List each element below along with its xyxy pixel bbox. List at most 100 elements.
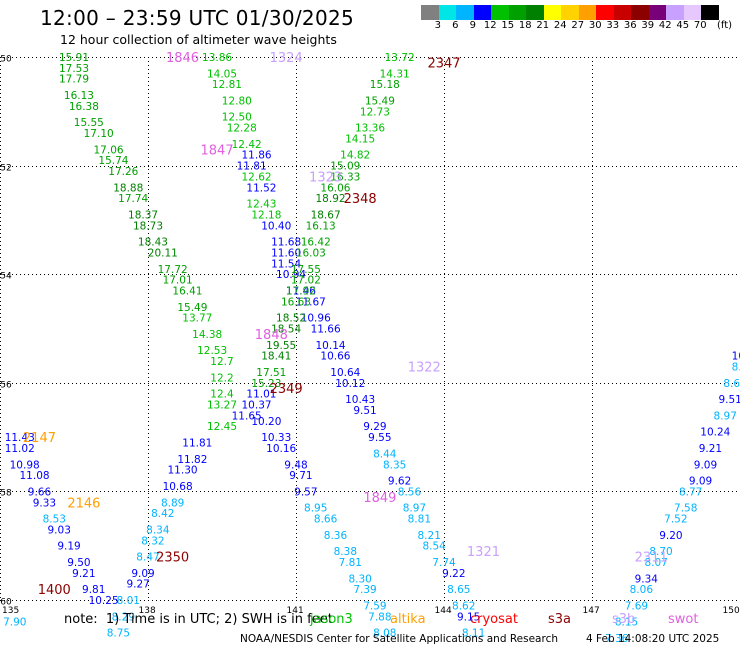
color-swatch (631, 5, 649, 20)
wave-height-value: 15.55 (74, 117, 104, 129)
wave-height-value: 14.15 (345, 133, 375, 145)
wave-height-value: 11.02 (5, 443, 35, 455)
wave-height-value: 8.44 (373, 448, 397, 460)
color-scale-label: 12 (483, 20, 497, 31)
wave-height-value: 12.43 (246, 199, 276, 211)
wave-height-value: 9.71 (289, 470, 312, 482)
wave-height-value: 18.92 (316, 193, 346, 205)
wave-height-value: 9.66 (28, 486, 52, 498)
wave-height-value: 10.37 (242, 400, 272, 412)
pass-label: 1400 (38, 583, 71, 598)
wave-height-value: 12.42 (232, 139, 262, 151)
wave-height-value: 7.81 (339, 557, 362, 569)
wave-height-value: 18.88 (113, 182, 143, 194)
pass-label: 1324 (270, 51, 303, 66)
color-swatch (473, 5, 491, 20)
color-swatch (543, 5, 561, 20)
wave-height-value: 15.09 (330, 161, 360, 173)
color-scale-label: 9 (469, 20, 476, 31)
color-scale-bar (421, 5, 719, 20)
wave-height-value: 17.53 (59, 63, 89, 75)
pass-label: 1849 (363, 491, 396, 506)
wave-height-value: 17.74 (118, 193, 148, 205)
wave-height-value: 8.7 (732, 362, 740, 374)
wave-height-value: 10.64 (330, 367, 360, 379)
wave-height-value: 11.01 (246, 389, 276, 401)
wave-height-value: 8.34 (146, 524, 170, 536)
generated-timestamp: 4 Feb 14:08:20 UTC 2025 (586, 633, 720, 645)
color-scale-label: 21 (536, 20, 550, 31)
wave-height-value: 10.66 (320, 351, 350, 363)
satellite-legend-swot: swot (668, 612, 699, 627)
pass-label: 1846 (166, 51, 199, 66)
wave-height-value: 18.43 (138, 237, 168, 249)
wave-height-value: 10.96 (301, 313, 331, 325)
wave-height-value: 8.21 (418, 530, 441, 542)
wave-height-value: 11.30 (168, 465, 198, 477)
color-scale-label: 6 (452, 20, 459, 31)
color-swatch (421, 5, 439, 20)
wave-height-value: 12.4 (210, 389, 234, 401)
wave-height-value: 14.31 (380, 68, 410, 80)
color-scale-label: 42 (658, 20, 672, 31)
color-swatch (438, 5, 456, 20)
wave-height-value: 9.20 (659, 530, 682, 542)
chart-subtitle: 12 hour collection of altimeter wave hei… (60, 32, 337, 47)
wave-height-value: 8.61 (723, 378, 740, 390)
x-tick-label: 138 (139, 606, 156, 616)
color-swatch (701, 5, 719, 20)
wave-height-value: 11.60 (271, 247, 301, 259)
wave-height-value: 10.33 (261, 432, 291, 444)
wave-height-value: 9.33 (33, 497, 56, 509)
wave-height-value: 13.86 (202, 52, 232, 64)
wave-height-value: 11.46 (286, 285, 316, 297)
wave-height-value: 11.66 (311, 324, 341, 336)
wave-height-value: 15.49 (365, 95, 395, 107)
y-tick-label: -56 (0, 381, 12, 391)
satellite-legend-s3b: s3b (612, 612, 636, 627)
pass-label: 2348 (344, 192, 377, 207)
wave-height-value: 8.65 (447, 584, 470, 596)
wave-height-value: 16.13 (64, 90, 94, 102)
y-tick-label: -52 (0, 164, 12, 174)
wave-height-value: 8.77 (679, 486, 702, 498)
wave-height-value: 8.54 (422, 541, 446, 553)
wave-height-value: 16.13 (306, 220, 336, 232)
y-tick-label: -60 (0, 598, 12, 608)
wave-height-value: 9.62 (388, 476, 411, 488)
color-scale-label: 39 (641, 20, 655, 31)
color-scale-label: 36 (623, 20, 637, 31)
color-scale-unit: (ft) (717, 20, 733, 31)
wave-height-value: 7.69 (625, 600, 648, 612)
wave-height-value: 8.47 (136, 552, 159, 564)
x-tick-label: 147 (583, 606, 600, 616)
wave-height-value: 11.65 (232, 410, 262, 422)
wave-height-value: 8.11 (462, 628, 485, 640)
wave-height-value: 8.35 (383, 459, 406, 471)
wave-height-value: 8.32 (141, 535, 164, 547)
wave-height-value: 8.30 (348, 573, 371, 585)
wave-height-value: 9.03 (48, 524, 71, 536)
wave-height-value: 9.09 (689, 476, 712, 488)
wave-height-value: 18.67 (311, 209, 341, 221)
wave-height-value: 7.74 (432, 557, 456, 569)
wave-height-value: 13.72 (385, 52, 415, 64)
wave-height-value: 9.55 (368, 432, 391, 444)
credit-text: NOAA/NESDIS Center for Satellite Applica… (240, 633, 558, 645)
wave-height-value: 8.97 (403, 503, 426, 515)
wave-height-value: 8.62 (452, 600, 475, 612)
wave-height-value: 18.37 (128, 209, 158, 221)
wave-height-value: 9.09 (131, 568, 154, 580)
wave-height-value: 9.27 (126, 579, 149, 591)
chart-title: 12:00 – 23:59 UTC 01/30/2025 (40, 6, 355, 30)
wave-height-value: 9.48 (284, 459, 307, 471)
wave-height-value: 15.74 (98, 155, 128, 167)
wave-height-value: 8.56 (398, 486, 422, 498)
color-scale-label: 30 (588, 20, 602, 31)
x-tick-label: 135 (2, 606, 19, 616)
wave-height-value: 16.33 (330, 171, 360, 183)
wave-height-value: 9.57 (294, 486, 317, 498)
wave-height-value: 15.18 (370, 79, 400, 91)
